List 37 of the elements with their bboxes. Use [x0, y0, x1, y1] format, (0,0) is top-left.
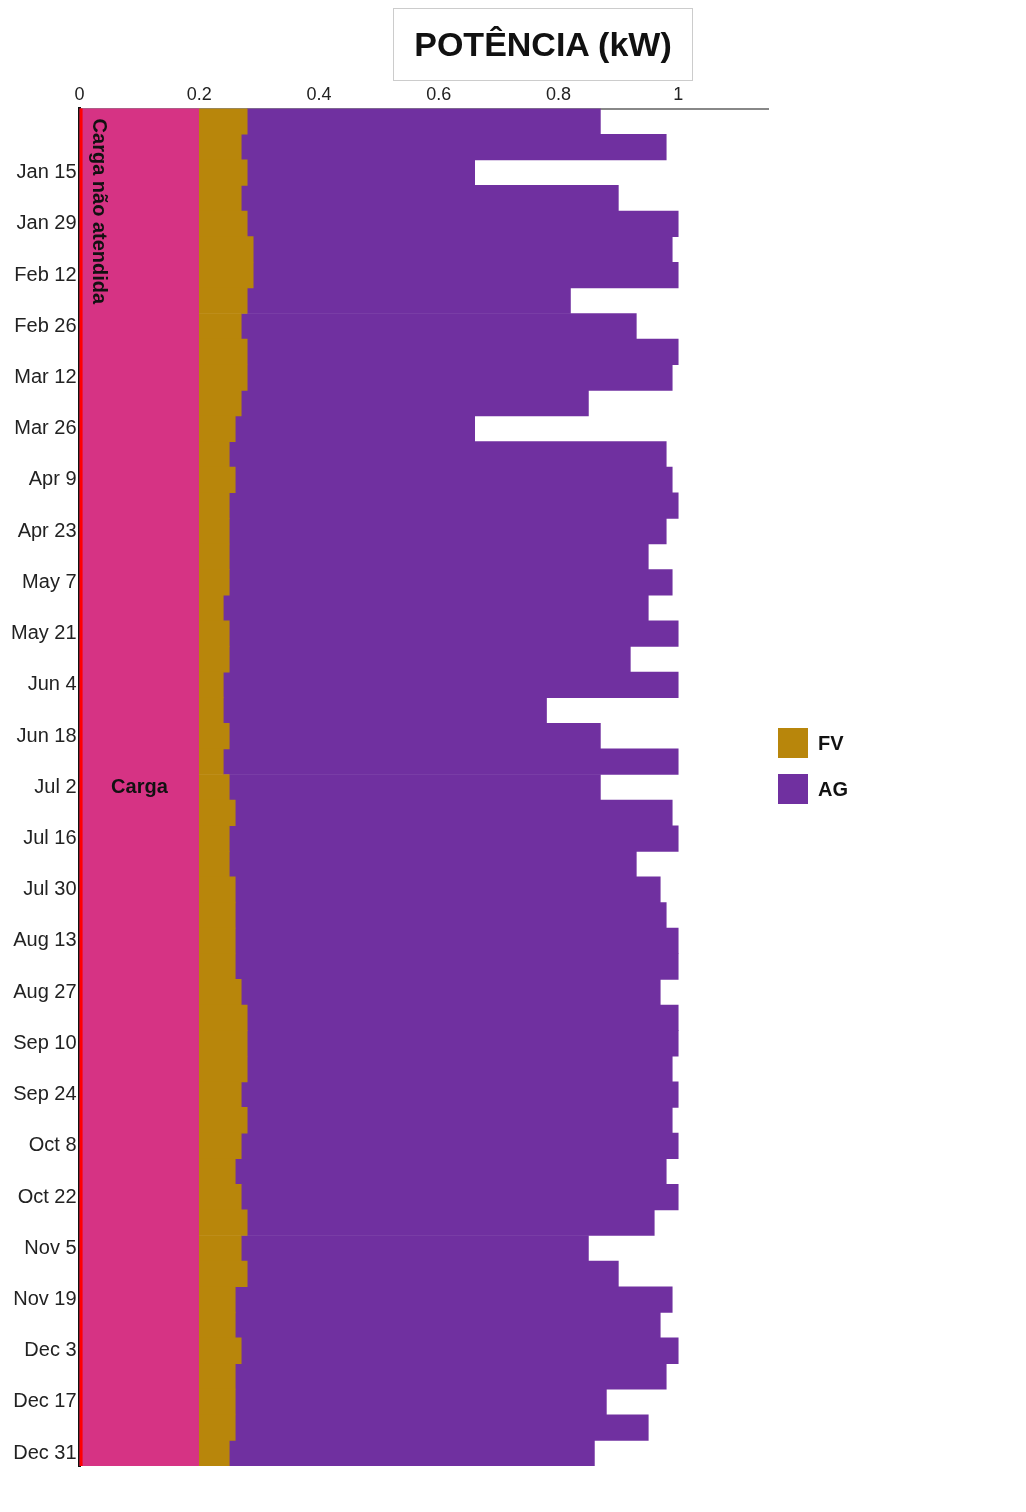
x-tick-label: 0.8 — [545, 83, 571, 104]
y-tick-label: Nov 5 — [24, 1235, 77, 1258]
y-tick-label: Jul 30 — [23, 877, 77, 900]
y-tick-label: Feb 26 — [14, 313, 77, 336]
x-tick-label: 0.2 — [186, 83, 212, 104]
y-tick-label: Sep 24 — [13, 1082, 77, 1105]
chart-title: POTÊNCIA (kW) — [393, 8, 693, 81]
y-tick-label: May 21 — [10, 621, 77, 644]
x-tick-label: 1 — [673, 83, 684, 104]
y-tick-label: Mar 26 — [14, 416, 77, 439]
x-tick-label: 0 — [74, 83, 85, 104]
band-label: Carga — [111, 774, 169, 797]
x-tick-label: 0.6 — [426, 83, 452, 104]
y-tick-label: Aug 27 — [13, 979, 77, 1002]
y-tick-label: Dec 17 — [13, 1389, 77, 1412]
y-tick-label: Oct 22 — [17, 1184, 77, 1207]
y-tick-label: Jan 15 — [16, 160, 77, 183]
y-tick-label: Nov 19 — [13, 1287, 77, 1310]
y-tick-label: Jun 4 — [27, 672, 77, 695]
y-tick-label: Jul 16 — [23, 826, 77, 849]
y-tick-label: Jun 18 — [16, 723, 77, 746]
y-tick-label: Feb 12 — [14, 262, 77, 285]
y-tick-label: Jul 2 — [34, 774, 77, 797]
band-label: Carga não atendida — [89, 118, 112, 306]
y-tick-label: Jan 29 — [16, 211, 77, 234]
y-tick-label: Dec 3 — [24, 1338, 77, 1361]
legend-label: FV — [818, 731, 844, 755]
y-tick-label: Dec 31 — [13, 1440, 77, 1463]
legend-label: AG — [818, 777, 848, 801]
y-tick-label: May 7 — [22, 569, 77, 592]
y-tick-label: Oct 8 — [28, 1133, 77, 1156]
y-tick-label: Apr 9 — [28, 467, 77, 490]
y-tick-label: Aug 13 — [13, 928, 77, 951]
y-tick-label: Mar 12 — [14, 365, 77, 388]
x-tick-label: 0.4 — [306, 83, 332, 104]
y-tick-label: Apr 23 — [17, 518, 77, 541]
y-tick-label: Sep 10 — [13, 1030, 77, 1053]
